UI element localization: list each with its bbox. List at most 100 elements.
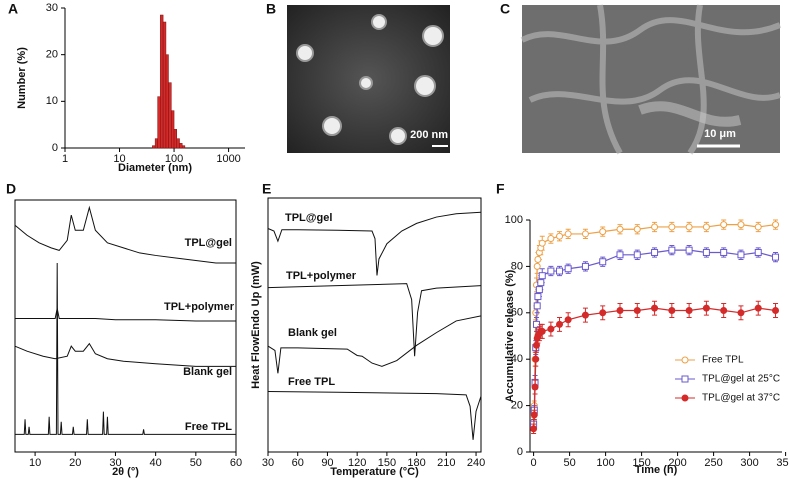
- marker: [534, 255, 542, 263]
- scale-bar-label: 200 nm: [410, 129, 448, 141]
- marker: [720, 248, 728, 256]
- sem-image: C 10 μm: [500, 1, 782, 155]
- marker: [772, 306, 780, 314]
- panel-label: D: [6, 181, 16, 197]
- x-tick-label: 50: [190, 457, 202, 469]
- y-tick-label: 10: [46, 95, 58, 107]
- y-axis-label: Heat FlowEndo Up (mW): [250, 261, 262, 389]
- series-line: [267, 283, 482, 357]
- legend-label: TPL@gel at 37°C: [702, 393, 780, 404]
- marker: [720, 221, 728, 229]
- panel-label: F: [496, 181, 505, 197]
- x-tick-label: 10: [113, 153, 125, 165]
- x-tick-label: 120: [348, 457, 366, 469]
- marker: [581, 262, 589, 270]
- marker: [581, 311, 589, 319]
- series-line: [15, 262, 236, 435]
- marker: [633, 225, 641, 233]
- marker: [772, 221, 780, 229]
- marker: [581, 230, 589, 238]
- marker: [547, 267, 555, 275]
- marker: [533, 302, 541, 310]
- x-tick-label: 60: [230, 457, 242, 469]
- marker: [530, 411, 538, 419]
- series-label: Free TPL: [288, 376, 335, 388]
- series-line: [267, 315, 482, 374]
- legend-marker: [681, 394, 689, 402]
- marker: [537, 279, 545, 287]
- bar: [176, 138, 180, 149]
- marker: [754, 223, 762, 231]
- bar: [152, 145, 156, 149]
- x-tick-label: 60: [292, 457, 304, 469]
- panel-label: B: [266, 1, 276, 17]
- marker: [754, 248, 762, 256]
- marker: [616, 251, 624, 259]
- series-label: TPL@gel: [285, 212, 332, 224]
- marker: [737, 221, 745, 229]
- panel-label: A: [8, 1, 18, 17]
- panel-label: E: [262, 181, 271, 197]
- bar: [165, 54, 169, 149]
- bar: [162, 21, 167, 149]
- bar: [160, 14, 164, 149]
- marker: [534, 293, 542, 301]
- marker: [564, 265, 572, 273]
- bar: [181, 145, 186, 149]
- x-axis-label: Diameter (nm): [118, 162, 192, 174]
- marker: [564, 230, 572, 238]
- legend-label: Free TPL: [702, 355, 744, 366]
- x-tick-label: 90: [321, 457, 333, 469]
- marker: [702, 248, 710, 256]
- marker: [668, 306, 676, 314]
- marker: [599, 258, 607, 266]
- marker: [737, 251, 745, 259]
- marker: [538, 239, 546, 247]
- scale-bar-label: 10 μm: [704, 128, 736, 140]
- marker: [651, 248, 659, 256]
- marker: [531, 383, 539, 391]
- x-tick-label: 300: [740, 457, 758, 469]
- marker: [530, 425, 538, 433]
- bar: [171, 110, 175, 149]
- x-tick-label: 150: [632, 457, 650, 469]
- tem-image: B 200 nm: [266, 1, 450, 153]
- marker: [685, 246, 693, 254]
- marker: [547, 235, 555, 243]
- marker: [599, 309, 607, 317]
- legend-marker: [681, 375, 689, 383]
- bar: [179, 143, 183, 149]
- marker: [556, 267, 564, 275]
- series-line: [267, 391, 482, 440]
- marker: [754, 304, 762, 312]
- x-axis-label: Time (h): [635, 464, 678, 476]
- series-label: Blank gel: [288, 327, 337, 339]
- x-tick-label: 50: [563, 457, 575, 469]
- marker: [556, 320, 564, 328]
- marker: [616, 306, 624, 314]
- x-tick-label: 150: [378, 457, 396, 469]
- x-tick-label: 10: [29, 457, 41, 469]
- marker: [533, 262, 541, 270]
- marker: [668, 223, 676, 231]
- marker: [547, 325, 555, 333]
- x-tick-label: 30: [109, 457, 121, 469]
- x-tick-label: 40: [150, 457, 162, 469]
- x-tick-label: 1000: [216, 153, 240, 165]
- x-tick-label: 200: [668, 457, 686, 469]
- marker: [720, 306, 728, 314]
- marker: [685, 223, 693, 231]
- marker: [702, 304, 710, 312]
- x-tick-label: 20: [69, 457, 81, 469]
- y-tick-label: 100: [505, 214, 523, 226]
- bar: [154, 138, 158, 149]
- y-tick-label: 20: [46, 49, 58, 61]
- x-tick-label: 100: [165, 153, 183, 165]
- bar: [173, 129, 177, 149]
- x-axis-label: 2θ (°): [112, 466, 139, 478]
- series-line: [14, 205, 236, 264]
- panel-label: C: [500, 1, 510, 17]
- y-axis-label: Number (%): [16, 47, 28, 109]
- x-tick-label: 100: [596, 457, 614, 469]
